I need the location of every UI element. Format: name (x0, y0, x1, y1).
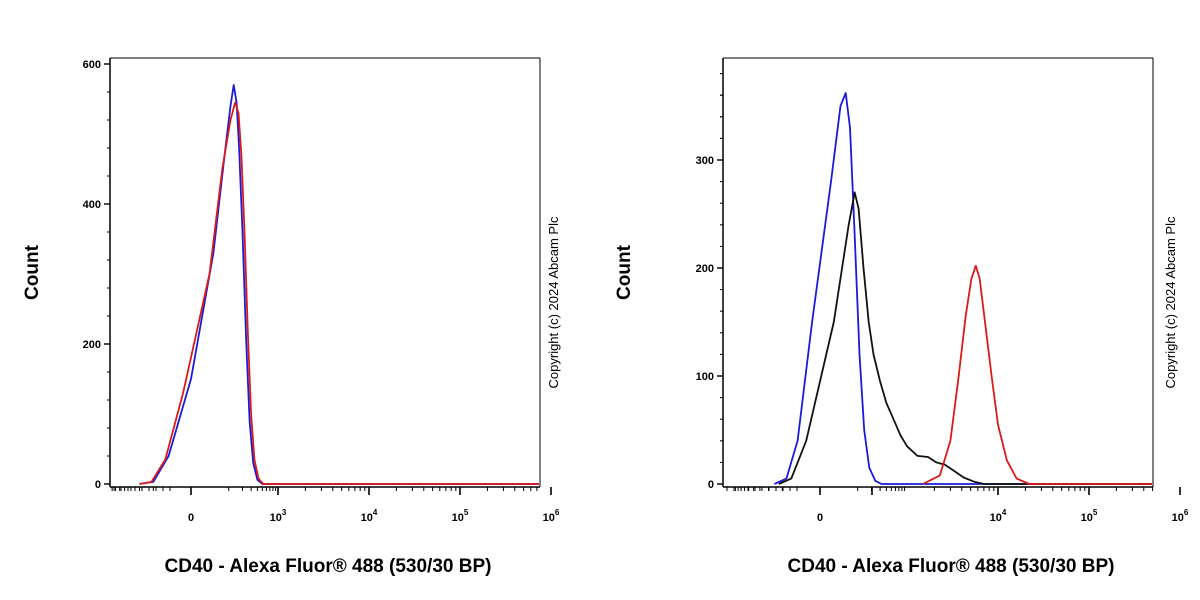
series-line-blue (139, 84, 539, 485)
left-plot-frame (109, 57, 541, 488)
right-series (774, 92, 1152, 485)
right-x-ticks: 0 104 105 106 (726, 487, 1189, 524)
x-axis-label: CD40 - Alexa Fluor® 488 (530/30 BP) (788, 556, 1115, 577)
x-tick-label: 104 (990, 508, 1007, 524)
y-tick-label: 0 (708, 479, 714, 491)
x-tick-label: 106 (543, 508, 560, 524)
x-tick-label: 0 (188, 512, 194, 524)
x-tick-label: 105 (452, 508, 469, 524)
series-line-red (922, 264, 1152, 485)
y-tick-label: 300 (696, 155, 714, 167)
y-axis-label: Count (614, 244, 635, 300)
left-x-ticks: 0 103 104 105 106 (111, 487, 560, 524)
series-line-blue (774, 92, 1152, 485)
right-y-ticks: 0 100 200 300 (696, 73, 723, 491)
y-tick-label: 600 (83, 59, 101, 71)
y-tick-label: 200 (83, 339, 101, 351)
right-plot-frame (722, 57, 1154, 488)
y-tick-label: 100 (696, 371, 714, 383)
y-axis-label: Count (22, 244, 43, 300)
copyright-text: Copyright (c) 2024 Abcam Plc (1163, 216, 1178, 388)
left-series (139, 84, 539, 485)
histogram-panel-left: 0 200 400 600 0 103 104 105 106 Count CD40 - Alexa… (22, 57, 561, 577)
series-line-red (139, 101, 539, 485)
left-y-ticks: 0 200 400 600 (83, 59, 110, 491)
y-tick-label: 0 (95, 479, 101, 491)
histogram-panel-right: 0 100 200 300 0 104 105 106 Count CD40 - Alexa Fl… (614, 57, 1189, 577)
x-axis-label: CD40 - Alexa Fluor® 488 (530/30 BP) (165, 556, 492, 577)
x-tick-label: 105 (1081, 508, 1098, 524)
x-tick-label: 103 (270, 508, 287, 524)
copyright-text: Copyright (c) 2024 Abcam Plc (546, 216, 561, 388)
series-line-black (778, 191, 1152, 485)
x-tick-label: 104 (361, 508, 378, 524)
y-tick-label: 400 (83, 199, 101, 211)
x-tick-label: 106 (1172, 508, 1189, 524)
x-tick-label: 0 (817, 512, 823, 524)
y-tick-label: 200 (696, 263, 714, 275)
